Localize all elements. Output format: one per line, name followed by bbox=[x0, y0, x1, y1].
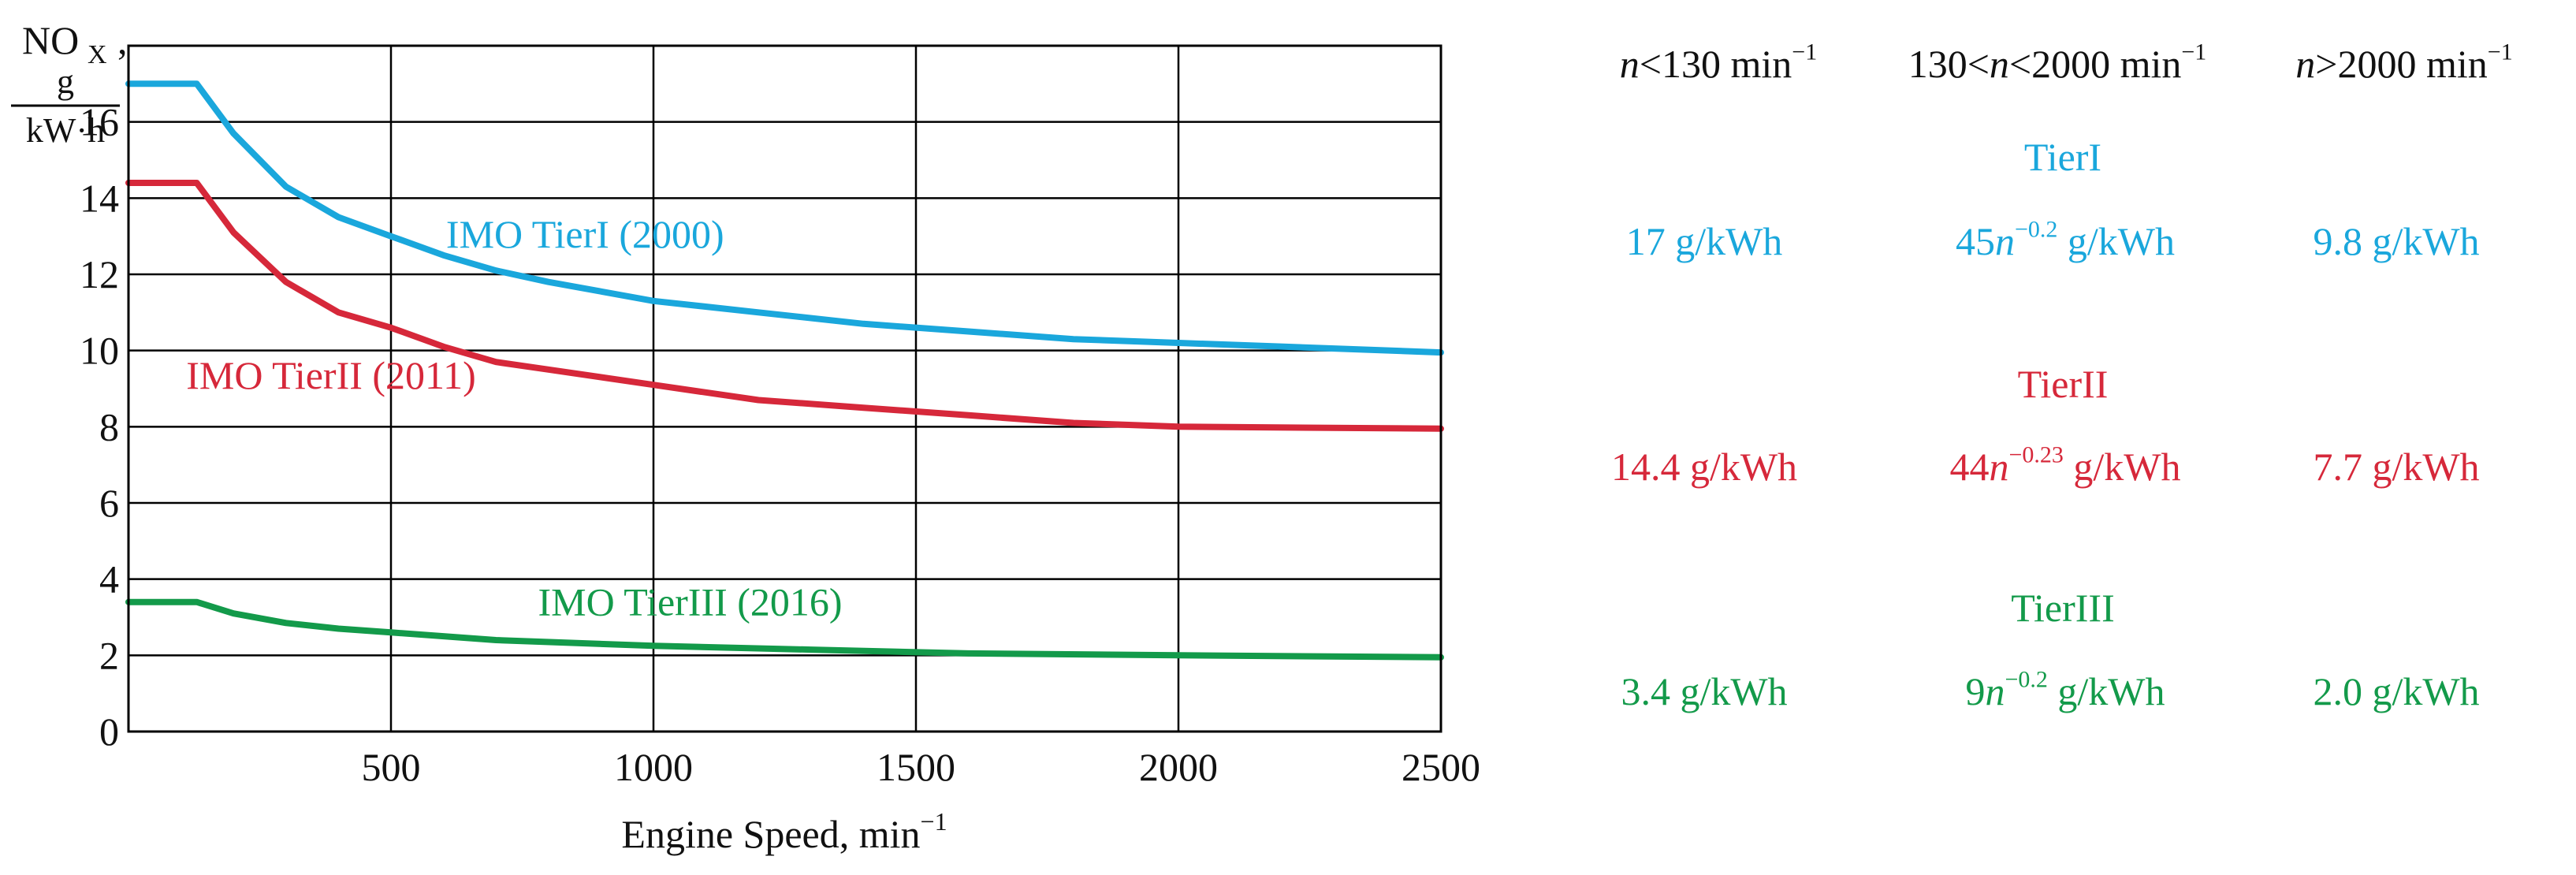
tier3-high-value: 2.0 g/kWh bbox=[2313, 669, 2480, 713]
x-tick-label: 2500 bbox=[1402, 745, 1480, 789]
tier3-mid-formula: 9n−0.2 g/kWh bbox=[1965, 666, 2165, 713]
tier3-title: TierIII bbox=[2011, 586, 2115, 630]
y-tick-label: 0 bbox=[99, 709, 119, 754]
tier2-low-value: 14.4 g/kWh bbox=[1610, 445, 1798, 489]
y-tick-label: 14 bbox=[80, 176, 119, 220]
y-tick-label: 12 bbox=[80, 252, 119, 296]
y-tick-label: 6 bbox=[99, 481, 119, 525]
y-tick-label: 10 bbox=[80, 329, 119, 373]
y-label-numerator: g bbox=[57, 62, 74, 101]
series-line-tier3 bbox=[125, 598, 1444, 661]
y-label-comma: , bbox=[117, 18, 128, 62]
y-axis-label: NO X , g kW·h bbox=[11, 18, 128, 150]
x-tick-label: 1500 bbox=[877, 745, 955, 789]
y-tick-label: 2 bbox=[99, 633, 119, 677]
tier2-high-value: 7.7 g/kWh bbox=[2313, 445, 2480, 489]
header-low-speed: n<130 min−1 bbox=[1619, 39, 1818, 86]
x-axis-label: Engine Speed, min−1 bbox=[621, 807, 947, 856]
y-tick-label: 4 bbox=[99, 557, 119, 601]
tier1-title: TierI bbox=[2023, 135, 2102, 179]
plot-frame bbox=[127, 44, 1442, 733]
series-line-tier2 bbox=[125, 180, 1444, 432]
series-label-tier3: IMO TierIII (2016) bbox=[538, 580, 842, 624]
y-label-main: NO bbox=[22, 18, 79, 62]
tier2-mid-formula: 44n−0.23 g/kWh bbox=[1949, 441, 2181, 489]
header-mid-speed: 130<n<2000 min−1 bbox=[1908, 39, 2207, 86]
tier1-low-value: 17 g/kWh bbox=[1625, 219, 1783, 263]
series-label-tier2: IMO TierII (2011) bbox=[186, 353, 476, 397]
y-label-denominator: kW·h bbox=[26, 111, 105, 150]
x-tick-label: 1000 bbox=[614, 745, 693, 789]
tier3-low-value: 3.4 g/kWh bbox=[1621, 669, 1788, 713]
y-tick-label: 16 bbox=[80, 100, 119, 144]
tier2-title: TierII bbox=[2017, 362, 2109, 406]
series-label-tier1: IMO TierI (2000) bbox=[446, 212, 724, 256]
series-line-tier1 bbox=[125, 80, 1444, 356]
tier1-mid-formula: 45n−0.2 g/kWh bbox=[1955, 216, 2176, 263]
y-label-sub: X bbox=[87, 40, 107, 69]
y-tick-label: 8 bbox=[99, 404, 119, 449]
tier1-high-value: 9.8 g/kWh bbox=[2313, 219, 2480, 263]
header-high-speed: n>2000 min−1 bbox=[2295, 39, 2513, 86]
x-tick-label: 500 bbox=[362, 745, 421, 789]
x-tick-label: 2000 bbox=[1139, 745, 1218, 789]
